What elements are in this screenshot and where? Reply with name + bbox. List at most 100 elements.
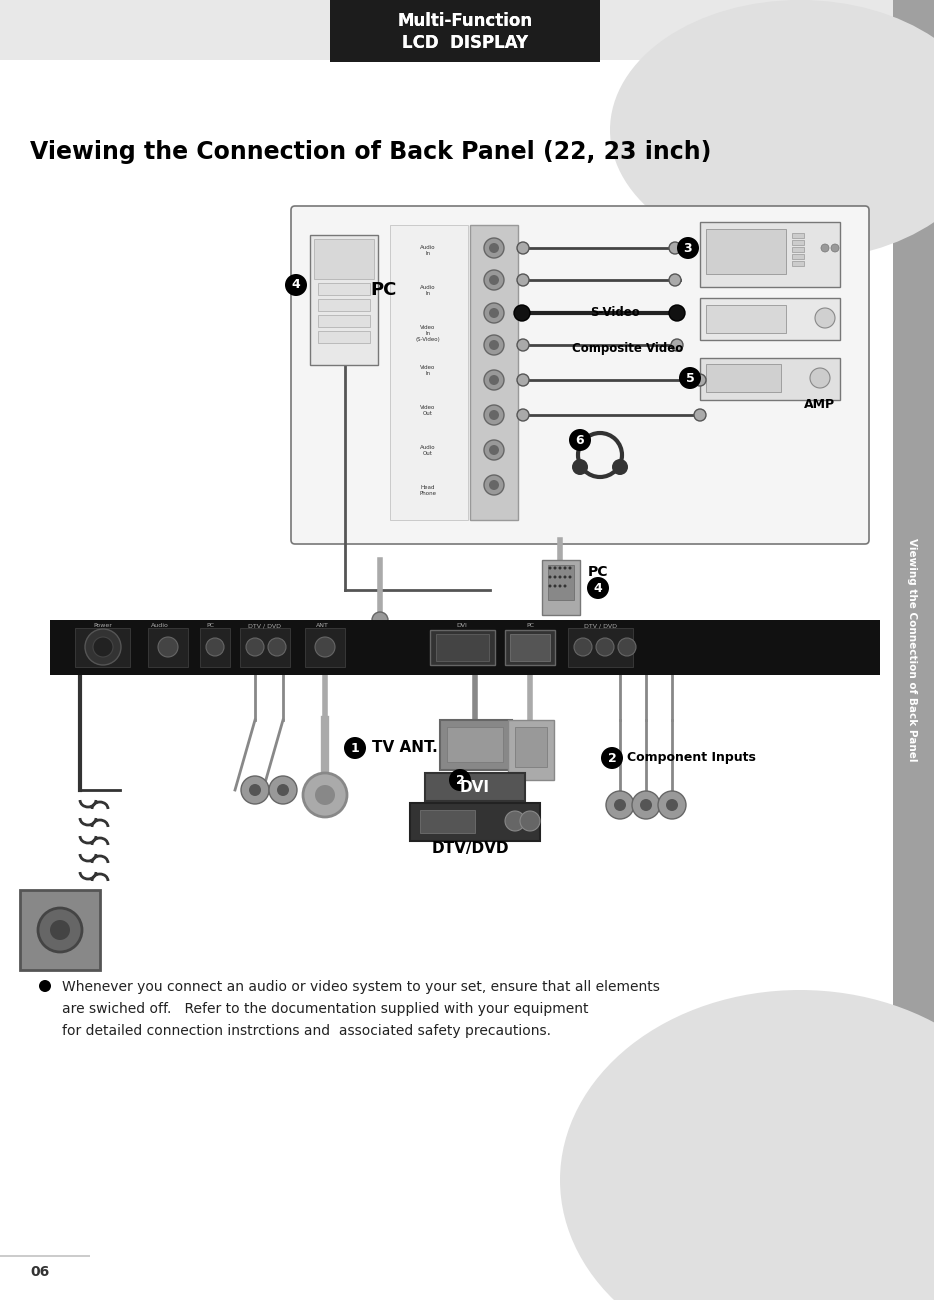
Bar: [792, 254, 804, 259]
Ellipse shape: [610, 0, 934, 260]
Circle shape: [601, 747, 623, 770]
Bar: [508, 720, 554, 780]
Bar: [0, 1254, 90, 1257]
Circle shape: [632, 790, 660, 819]
Bar: [515, 727, 547, 767]
Text: 2: 2: [608, 751, 616, 764]
Circle shape: [572, 459, 588, 474]
Bar: [0, 0, 893, 60]
Bar: [200, 628, 230, 667]
Circle shape: [666, 800, 678, 811]
Circle shape: [206, 638, 224, 656]
Bar: [792, 261, 804, 266]
Bar: [470, 225, 518, 520]
Circle shape: [694, 410, 706, 421]
Text: Video
In
(S-Video): Video In (S-Video): [416, 325, 440, 342]
Text: 6: 6: [575, 433, 585, 446]
Circle shape: [93, 637, 113, 656]
Text: are swiched off.   Refer to the documentation supplied with your equipment: are swiched off. Refer to the documentat…: [62, 1002, 588, 1017]
Circle shape: [484, 238, 504, 257]
Text: Audio
In: Audio In: [420, 285, 436, 296]
Circle shape: [563, 576, 567, 578]
Circle shape: [658, 790, 686, 819]
Circle shape: [285, 274, 307, 296]
Bar: [447, 727, 503, 762]
Circle shape: [372, 612, 388, 628]
Text: 1: 1: [350, 741, 360, 754]
Bar: [436, 634, 489, 660]
Text: 06: 06: [30, 1265, 50, 1279]
Circle shape: [614, 800, 626, 811]
Circle shape: [574, 638, 592, 656]
Circle shape: [810, 368, 830, 387]
Circle shape: [587, 577, 609, 599]
Circle shape: [669, 306, 685, 321]
Bar: [318, 283, 370, 295]
Circle shape: [517, 274, 529, 286]
Bar: [548, 566, 574, 601]
Circle shape: [596, 638, 614, 656]
Text: 5: 5: [686, 372, 694, 385]
Circle shape: [484, 474, 504, 495]
Circle shape: [158, 637, 178, 656]
Circle shape: [559, 585, 561, 588]
Bar: [420, 810, 475, 833]
Bar: [706, 229, 786, 274]
Bar: [430, 630, 495, 666]
Circle shape: [249, 784, 261, 796]
Bar: [330, 0, 600, 62]
Bar: [792, 247, 804, 252]
Bar: [700, 222, 840, 287]
Ellipse shape: [570, 980, 934, 1300]
Text: Composite Video: Composite Video: [572, 342, 684, 355]
Text: Audio
In: Audio In: [420, 244, 436, 256]
Bar: [706, 364, 781, 393]
Bar: [0, 0, 934, 60]
Bar: [410, 803, 540, 841]
Ellipse shape: [560, 991, 934, 1300]
Circle shape: [554, 576, 557, 578]
Bar: [148, 628, 188, 667]
Text: Power: Power: [93, 623, 112, 628]
FancyBboxPatch shape: [291, 205, 869, 543]
Text: ANT: ANT: [316, 623, 329, 628]
Text: AMP: AMP: [804, 398, 836, 411]
Circle shape: [569, 429, 591, 451]
Circle shape: [517, 374, 529, 386]
Bar: [893, 0, 934, 1300]
Bar: [50, 620, 880, 675]
Circle shape: [677, 237, 699, 259]
Circle shape: [489, 243, 499, 254]
Text: DTV/DVD: DTV/DVD: [432, 841, 509, 855]
Bar: [700, 298, 840, 341]
Text: 2: 2: [456, 774, 464, 786]
Circle shape: [38, 907, 82, 952]
Circle shape: [640, 800, 652, 811]
Circle shape: [563, 567, 567, 569]
Circle shape: [548, 585, 551, 588]
Bar: [568, 628, 633, 667]
Circle shape: [694, 374, 706, 386]
Text: Multi-Function: Multi-Function: [398, 12, 532, 30]
Bar: [505, 630, 555, 666]
Circle shape: [554, 585, 557, 588]
Text: PC: PC: [526, 623, 534, 628]
Bar: [542, 560, 580, 615]
Bar: [390, 225, 468, 520]
Circle shape: [517, 410, 529, 421]
Circle shape: [484, 335, 504, 355]
Circle shape: [489, 445, 499, 455]
Circle shape: [484, 370, 504, 390]
Circle shape: [241, 776, 269, 803]
Text: Video
In: Video In: [420, 365, 435, 376]
Bar: [425, 774, 525, 801]
Circle shape: [489, 480, 499, 490]
Bar: [318, 332, 370, 343]
Bar: [75, 628, 130, 667]
Circle shape: [679, 367, 701, 389]
Circle shape: [85, 629, 121, 666]
Bar: [440, 720, 512, 770]
Circle shape: [612, 459, 628, 474]
Text: PC: PC: [206, 623, 214, 628]
Circle shape: [50, 920, 70, 940]
